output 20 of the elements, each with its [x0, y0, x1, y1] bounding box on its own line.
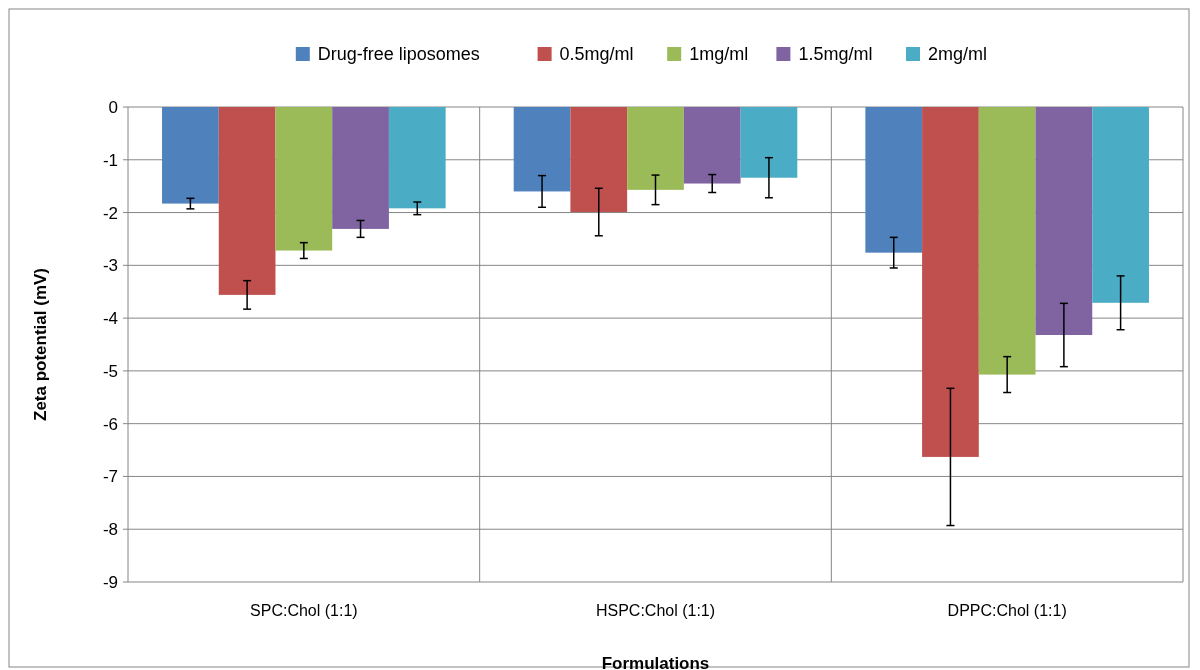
y-tick-label: -5 — [102, 361, 118, 381]
y-axis-title: Zeta potential (mV) — [31, 267, 50, 422]
y-tick-label: -3 — [102, 256, 118, 276]
x-tick-label: DPPC:Chol (1:1) — [947, 602, 1067, 619]
y-tick-label: 0 — [108, 97, 118, 117]
y-tick-label: -7 — [102, 467, 118, 487]
y-tick-label: -2 — [102, 203, 118, 223]
y-tick-label: -6 — [102, 414, 118, 434]
legend-label: 2mg/ml — [928, 44, 988, 65]
legend-label: Drug-free liposomes — [317, 44, 480, 65]
x-tick-label: HSPC:Chol (1:1) — [595, 602, 716, 619]
x-tick-label: SPC:Chol (1:1) — [250, 602, 358, 619]
y-tick-label: -1 — [102, 150, 118, 170]
legend-label: 1.5mg/ml — [798, 44, 873, 65]
y-tick-label: -8 — [102, 520, 118, 540]
legend-label: 0.5mg/ml — [559, 44, 634, 65]
y-tick-label: -4 — [102, 309, 118, 329]
x-axis-title: Formulations — [601, 654, 710, 670]
y-tick-label: -9 — [102, 572, 118, 592]
legend-label: 1mg/ml — [689, 44, 749, 65]
